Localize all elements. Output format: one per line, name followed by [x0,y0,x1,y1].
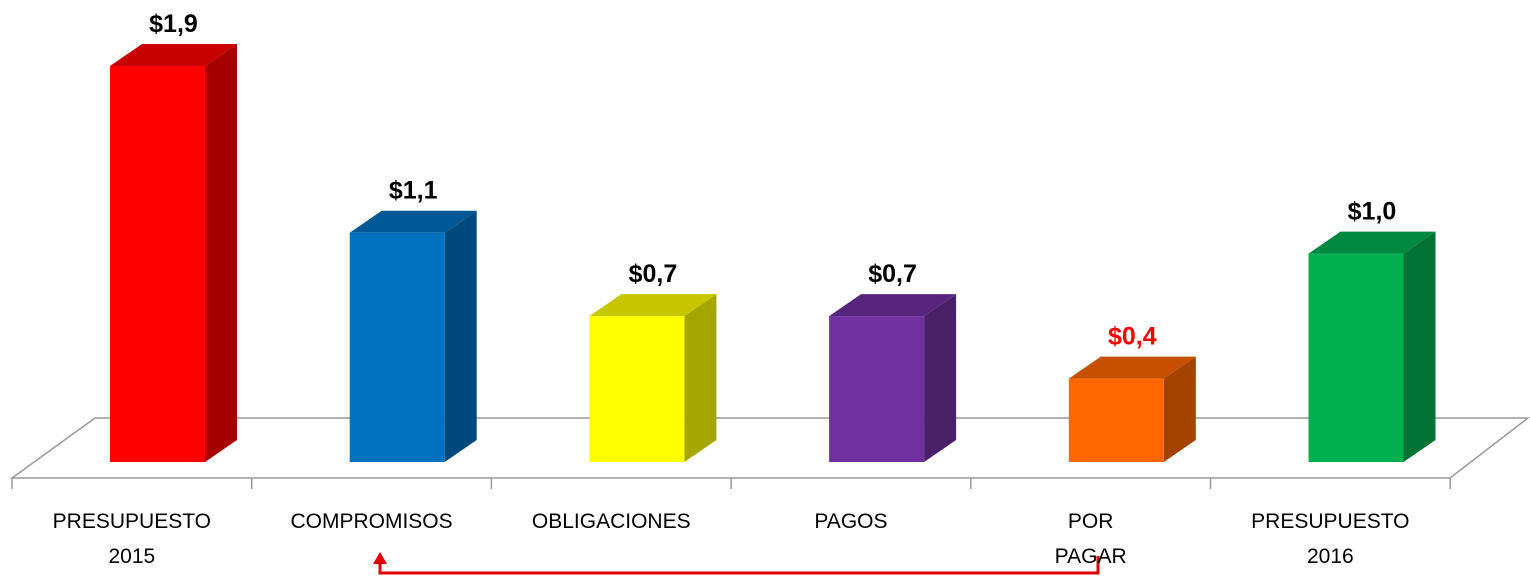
x-tick-label: PRESUPUESTO 2015 [52,510,211,568]
bar-top [110,44,237,66]
value-label: $0,7 [868,260,917,288]
bar-top [589,294,717,317]
bar-side [684,294,717,462]
bar [1068,378,1164,462]
bar-side [1163,356,1196,462]
value-label: $0,7 [629,260,678,288]
arrow-head [373,552,387,564]
x-tick-label: OBLIGACIONES [531,510,691,533]
bar [589,316,685,462]
bar-top [1068,356,1196,379]
value-label: $1,9 [149,10,198,38]
value-label: $1,0 [1348,198,1397,226]
bar-side [444,210,477,462]
bar-top [349,210,477,233]
bar-top [829,294,957,317]
x-tick-label: POR PAGAR [1054,510,1127,568]
bar [349,232,445,462]
bar-top [1308,231,1436,254]
value-label: $0,4 [1108,323,1157,351]
bar [829,316,925,462]
bar-side [924,294,957,462]
floor [9,417,1530,479]
x-tick-label: COMPROMISOS [290,510,453,533]
bar-side [1403,231,1436,462]
bar-side [205,44,237,462]
x-tick-label: PAGOS [814,510,888,533]
arrow [378,556,1100,575]
bar [1308,253,1404,462]
x-tick-label: PRESUPUESTO 2016 [1251,510,1410,568]
bar [110,66,205,462]
value-label: $1,1 [389,177,438,205]
